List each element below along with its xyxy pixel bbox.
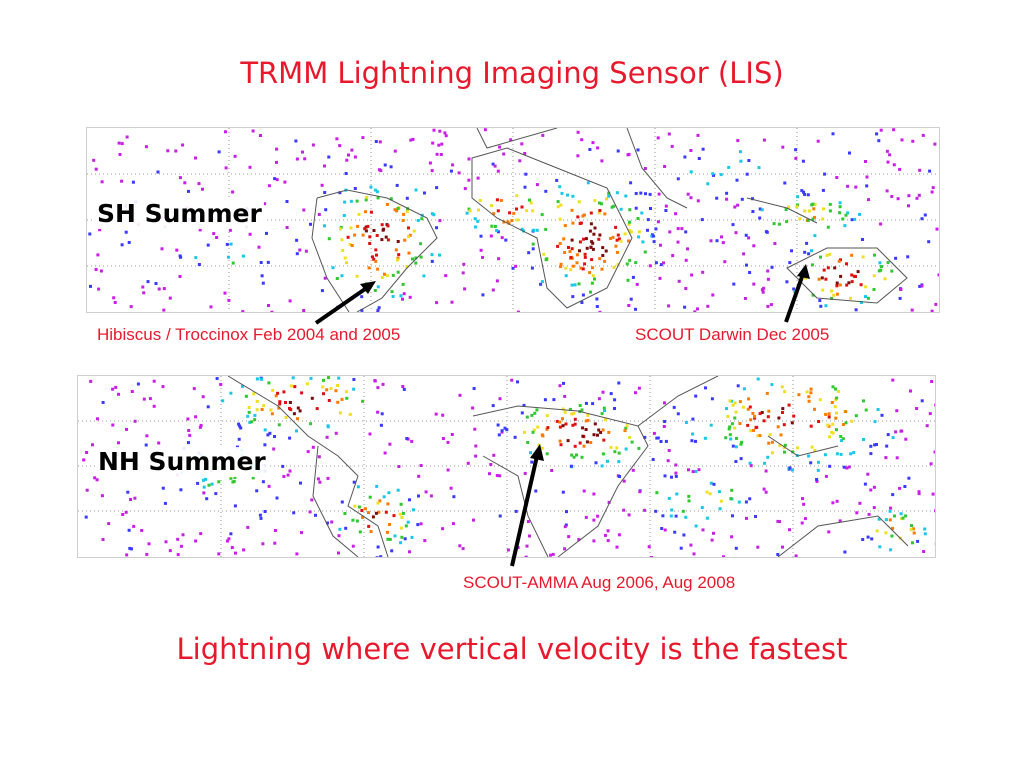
sh-summer-label: SH Summer [95, 199, 264, 229]
slide-title: TRMM Lightning Imaging Sensor (LIS) [240, 56, 784, 90]
bottom-statement: Lightning where vertical velocity is the… [176, 632, 848, 666]
sh-summer-map-graphic [87, 128, 939, 312]
darwin-caption: SCOUT Darwin Dec 2005 [635, 325, 830, 344]
amma-caption: SCOUT-AMMA Aug 2006, Aug 2008 [463, 573, 736, 592]
nh-summer-map-graphic [78, 376, 935, 557]
nh-summer-label: NH Summer [96, 447, 268, 477]
hibiscus-caption: Hibiscus / Troccinox Feb 2004 and 2005 [97, 325, 401, 344]
